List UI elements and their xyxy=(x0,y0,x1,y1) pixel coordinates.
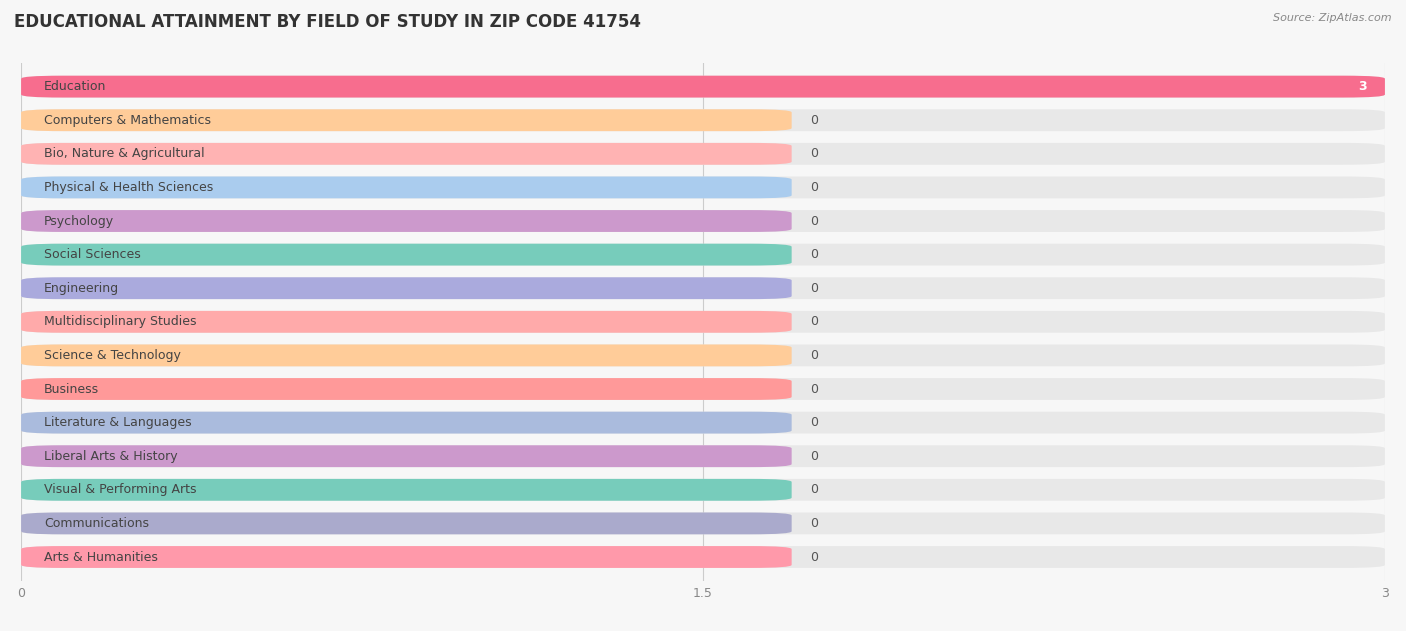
Text: EDUCATIONAL ATTAINMENT BY FIELD OF STUDY IN ZIP CODE 41754: EDUCATIONAL ATTAINMENT BY FIELD OF STUDY… xyxy=(14,13,641,31)
FancyBboxPatch shape xyxy=(21,411,792,433)
Text: 0: 0 xyxy=(810,147,818,160)
FancyBboxPatch shape xyxy=(21,244,792,266)
FancyBboxPatch shape xyxy=(21,143,1385,165)
Text: Engineering: Engineering xyxy=(44,281,120,295)
FancyBboxPatch shape xyxy=(21,345,792,367)
FancyBboxPatch shape xyxy=(21,210,1385,232)
FancyBboxPatch shape xyxy=(21,109,792,131)
FancyBboxPatch shape xyxy=(21,378,1385,400)
FancyBboxPatch shape xyxy=(21,109,1385,131)
Text: 0: 0 xyxy=(810,517,818,530)
FancyBboxPatch shape xyxy=(21,311,792,333)
Text: Psychology: Psychology xyxy=(44,215,114,228)
Text: Social Sciences: Social Sciences xyxy=(44,248,141,261)
Text: Communications: Communications xyxy=(44,517,149,530)
Text: 0: 0 xyxy=(810,114,818,127)
FancyBboxPatch shape xyxy=(21,210,792,232)
FancyBboxPatch shape xyxy=(21,177,792,198)
Text: 0: 0 xyxy=(810,215,818,228)
Text: 0: 0 xyxy=(810,416,818,429)
Text: 0: 0 xyxy=(810,349,818,362)
Text: 0: 0 xyxy=(810,483,818,497)
Text: 0: 0 xyxy=(810,316,818,328)
Text: 3: 3 xyxy=(1358,80,1367,93)
FancyBboxPatch shape xyxy=(21,76,1385,98)
Text: 0: 0 xyxy=(810,248,818,261)
Text: Source: ZipAtlas.com: Source: ZipAtlas.com xyxy=(1274,13,1392,23)
Text: Bio, Nature & Agricultural: Bio, Nature & Agricultural xyxy=(44,147,204,160)
Text: Visual & Performing Arts: Visual & Performing Arts xyxy=(44,483,197,497)
Text: Science & Technology: Science & Technology xyxy=(44,349,181,362)
FancyBboxPatch shape xyxy=(21,378,792,400)
FancyBboxPatch shape xyxy=(21,244,1385,266)
FancyBboxPatch shape xyxy=(21,177,1385,198)
FancyBboxPatch shape xyxy=(21,76,1385,98)
FancyBboxPatch shape xyxy=(21,512,1385,534)
Text: Physical & Health Sciences: Physical & Health Sciences xyxy=(44,181,214,194)
FancyBboxPatch shape xyxy=(21,445,792,467)
FancyBboxPatch shape xyxy=(21,277,1385,299)
FancyBboxPatch shape xyxy=(21,311,1385,333)
Text: Business: Business xyxy=(44,382,98,396)
Text: Liberal Arts & History: Liberal Arts & History xyxy=(44,450,177,463)
Text: 0: 0 xyxy=(810,382,818,396)
Text: Computers & Mathematics: Computers & Mathematics xyxy=(44,114,211,127)
FancyBboxPatch shape xyxy=(21,411,1385,433)
FancyBboxPatch shape xyxy=(21,143,792,165)
Text: 0: 0 xyxy=(810,550,818,563)
FancyBboxPatch shape xyxy=(21,546,792,568)
Text: Education: Education xyxy=(44,80,107,93)
Text: 0: 0 xyxy=(810,281,818,295)
FancyBboxPatch shape xyxy=(21,512,792,534)
Text: 0: 0 xyxy=(810,450,818,463)
FancyBboxPatch shape xyxy=(21,546,1385,568)
FancyBboxPatch shape xyxy=(21,479,792,501)
FancyBboxPatch shape xyxy=(21,445,1385,467)
FancyBboxPatch shape xyxy=(21,479,1385,501)
Text: Multidisciplinary Studies: Multidisciplinary Studies xyxy=(44,316,197,328)
FancyBboxPatch shape xyxy=(21,277,792,299)
Text: Arts & Humanities: Arts & Humanities xyxy=(44,550,157,563)
Text: 0: 0 xyxy=(810,181,818,194)
Text: Literature & Languages: Literature & Languages xyxy=(44,416,191,429)
FancyBboxPatch shape xyxy=(21,345,1385,367)
